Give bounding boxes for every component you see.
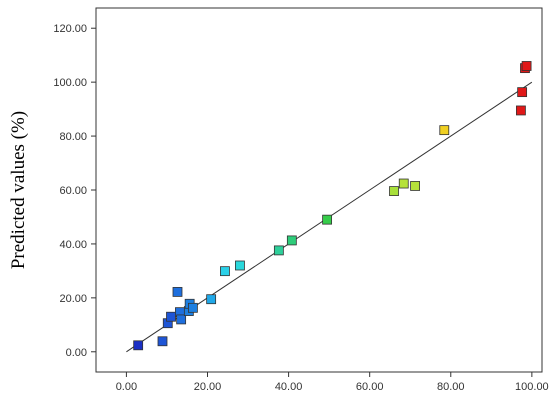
y-tick-label: 0.00 [66,347,87,359]
data-point [172,287,183,297]
y-tick-label: 80.00 [59,131,87,143]
y-tick-label: 100.00 [53,77,87,89]
data-point [133,340,144,351]
y-tick-label: 20.00 [59,293,87,305]
data-point [176,314,187,325]
data-point [157,336,168,347]
data-point [206,294,217,305]
data-point [389,186,399,196]
x-axis-ticks: 0.00 20.00 40.00 60.00 80.00 100.00 [116,372,549,393]
data-point [410,181,420,191]
data-point [188,302,198,313]
x-tick-label: 60.00 [356,381,384,393]
data-point [521,61,532,71]
data-point [517,87,528,98]
data-point [322,214,333,225]
data-point [516,105,526,116]
y-tick-label: 120.00 [53,23,87,35]
plot-frame [95,7,543,373]
data-point [235,260,245,271]
x-tick-label: 20.00 [194,381,222,393]
x-tick-label: 80.00 [437,381,465,393]
y-tick-label: 40.00 [59,239,87,251]
y-axis-ticks: 0.00 20.00 40.00 60.00 80.00 100.00 120.00 [53,23,96,359]
data-point [273,245,284,256]
data-point [166,311,176,322]
y-axis-title: Predicted values (%) [8,111,29,269]
y-tick-label: 60.00 [59,185,87,197]
data-point [398,178,409,189]
x-tick-label: 0.00 [116,381,137,393]
data-points [133,61,532,351]
x-tick-label: 40.00 [275,381,303,393]
data-point [439,125,450,136]
x-tick-label: 100.00 [515,381,549,393]
data-point [220,266,230,277]
data-point [286,235,297,246]
